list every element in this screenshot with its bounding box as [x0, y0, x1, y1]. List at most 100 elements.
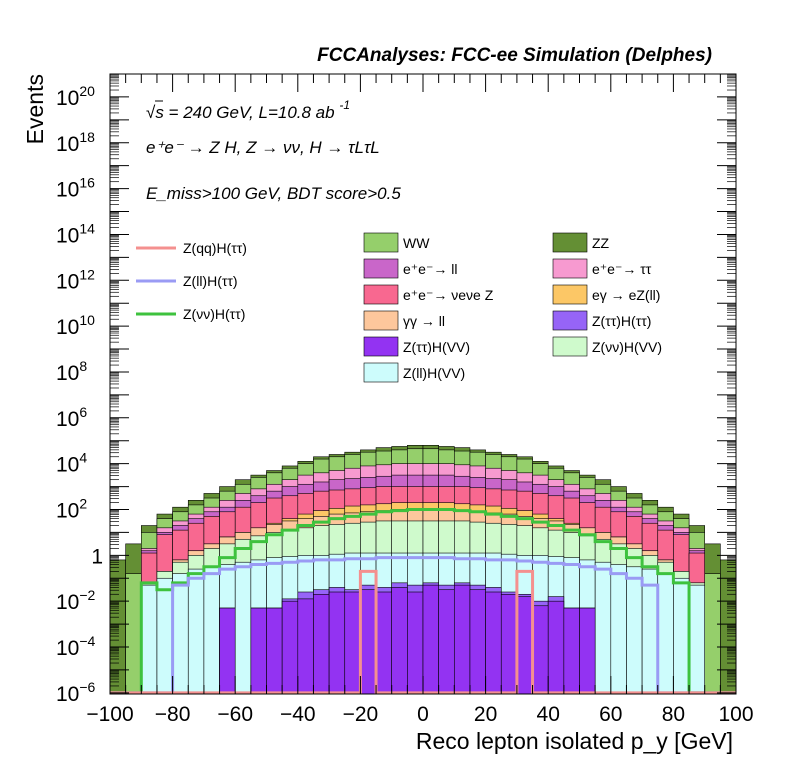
legend-background-label: γγ → ll	[403, 313, 445, 329]
legend-background-label: e⁺e⁻→ ll	[403, 261, 457, 277]
y-tick-label: 1	[91, 545, 103, 568]
legend-background-label: ZZ	[592, 235, 610, 251]
bar-ZHVV-20	[422, 584, 439, 695]
bar-ZHVV-13	[313, 593, 330, 695]
bar-ZHVV-25	[500, 593, 518, 695]
bar-ZllHVV-36	[673, 577, 690, 695]
bar-ZHVV-11	[281, 600, 299, 695]
y-axis-label: Events	[22, 74, 48, 144]
bar-ZllHVV-5	[187, 568, 205, 695]
bar-ZZ-0	[109, 559, 126, 695]
annotation-energy: √s = 240 GeV, L=10.8 ab -1	[146, 98, 350, 122]
x-tick-label: −100	[86, 703, 133, 726]
x-tick-label: −20	[343, 703, 379, 726]
legend-background-label: Z(ττ)H(VV)	[403, 339, 470, 355]
bar-ZllHVV-6	[203, 566, 220, 695]
bar-ZllHVV-8	[234, 561, 252, 695]
x-tick-label: 0	[417, 703, 429, 726]
signal-line-ZH	[110, 507, 736, 695]
y-tick-label: 1014	[56, 220, 95, 247]
legend-background-swatch	[363, 336, 399, 357]
bar-ZHVV-7	[219, 607, 236, 695]
bar-ZllHVV-4	[172, 573, 189, 695]
legend-signal-label: Z(νν)H(ττ)	[183, 306, 245, 322]
x-tick-label: −40	[280, 703, 316, 726]
bar-ZllHVV-3	[156, 577, 173, 695]
legend-background-label: Z(ll)H(VV)	[403, 365, 465, 381]
bar-ZHVV-26	[516, 596, 533, 695]
legend-background-label: Z(νν)H(VV)	[592, 339, 662, 355]
bar-ZHVV-29	[563, 607, 580, 695]
bar-ZllHVV-35	[657, 573, 674, 695]
y-tick-label: 10−6	[56, 679, 96, 706]
legend-background-label: Z(ττ)H(ττ)	[592, 313, 651, 329]
x-tick-label: 20	[474, 703, 497, 726]
bar-ZZ-39	[720, 559, 737, 695]
legend-background-label: eγ → eZ(ll)	[592, 287, 660, 303]
legend-background-swatch	[363, 284, 399, 305]
y-tick-label: 10−2	[56, 587, 96, 614]
x-tick-label: 40	[537, 703, 560, 726]
bar-ZHVV-28	[547, 600, 565, 695]
bar-ZHVV-24	[485, 591, 502, 695]
bar-ZHVV-30	[579, 607, 596, 695]
y-tick-label: 102	[56, 495, 87, 522]
legend-background-swatch	[363, 310, 399, 331]
legend-background-swatch	[552, 336, 588, 357]
bar-ZHVV-18	[391, 587, 408, 695]
bar-ZHVV-27	[532, 605, 549, 695]
y-tick-label: 104	[56, 450, 87, 477]
bar-ZHVV-10	[266, 607, 283, 695]
legend-background-label: WW	[403, 235, 430, 251]
bar-ZHVV-12	[297, 598, 314, 695]
bar-ZHVV-19	[407, 591, 424, 695]
y-tick-label: 1020	[56, 83, 95, 110]
annotation-process: e⁺e⁻ → Z H, Z → νν, H → τLτL	[146, 138, 380, 157]
legend-signal-label: Z(qq)H(ττ)	[183, 240, 247, 256]
bar-WW-38	[704, 573, 721, 695]
bar-ZllHVV-37	[688, 584, 705, 695]
y-tick-label: 106	[56, 404, 87, 431]
y-tick-label: 1012	[56, 266, 95, 293]
bar-ZHVV-23	[469, 589, 486, 695]
legend-signal-label: Z(ll)H(ττ)	[183, 273, 238, 289]
y-tick-label: 1016	[56, 175, 95, 202]
x-tick-label: 80	[662, 703, 685, 726]
x-axis-label: Reco lepton isolated p_y [GeV]	[416, 728, 733, 754]
legend-background-label: e⁺e⁻→ ττ	[592, 261, 652, 277]
y-tick-label: 1018	[56, 129, 95, 156]
legend-signal: Z(qq)H(ττ) Z(ll)H(ττ) Z(νν)H(ττ)	[136, 240, 247, 322]
bar-WW-1	[125, 573, 142, 695]
annotation-cuts: E_miss>100 GeV, BDT score>0.5	[146, 184, 401, 203]
bar-ZHVV-15	[344, 591, 361, 695]
legend-background-swatch	[552, 232, 588, 253]
signal-line-ZllH	[110, 556, 736, 695]
x-axis: −100 −80 −60 −40 −20 0 20 40 60 80 100	[86, 74, 754, 726]
legend-background-swatch	[363, 362, 399, 383]
bar-ZHVV-17	[375, 591, 392, 695]
legend-background-swatch	[552, 284, 588, 305]
x-tick-label: 100	[718, 703, 753, 726]
legend-background-label: e⁺e⁻→ νeνe Z	[403, 287, 494, 303]
bar-ZllHVV-32	[610, 564, 627, 695]
annotation-block: √s = 240 GeV, L=10.8 ab -1 e⁺e⁻ → Z H, Z…	[146, 98, 401, 203]
bar-ZHVV-16	[360, 589, 377, 695]
legend-background-swatch	[552, 258, 588, 279]
bar-ZHVV-22	[453, 584, 471, 695]
legend-background-swatch	[552, 310, 588, 331]
x-tick-label: −80	[155, 703, 191, 726]
bar-ZHVV-21	[438, 589, 455, 695]
legend-background-swatch	[363, 258, 399, 279]
y-tick-label: 108	[56, 358, 87, 385]
legend-background-swatch	[363, 232, 399, 253]
bar-ZllHVV-31	[594, 561, 612, 695]
bar-ZHVV-14	[328, 591, 346, 695]
x-tick-label: 60	[599, 703, 622, 726]
bar-ZllHVV-33	[626, 566, 643, 695]
bar-ZllHVV-2	[141, 584, 158, 695]
chart-title: FCCAnalyses: FCC-ee Simulation (Delphes)	[317, 45, 712, 66]
x-tick-label: −60	[217, 703, 253, 726]
legend-background: WW ZZ e⁺e⁻→ ll e⁺e⁻→ ττ e⁺e⁻→ νeνe Z eγ → eZ(…	[363, 232, 662, 383]
